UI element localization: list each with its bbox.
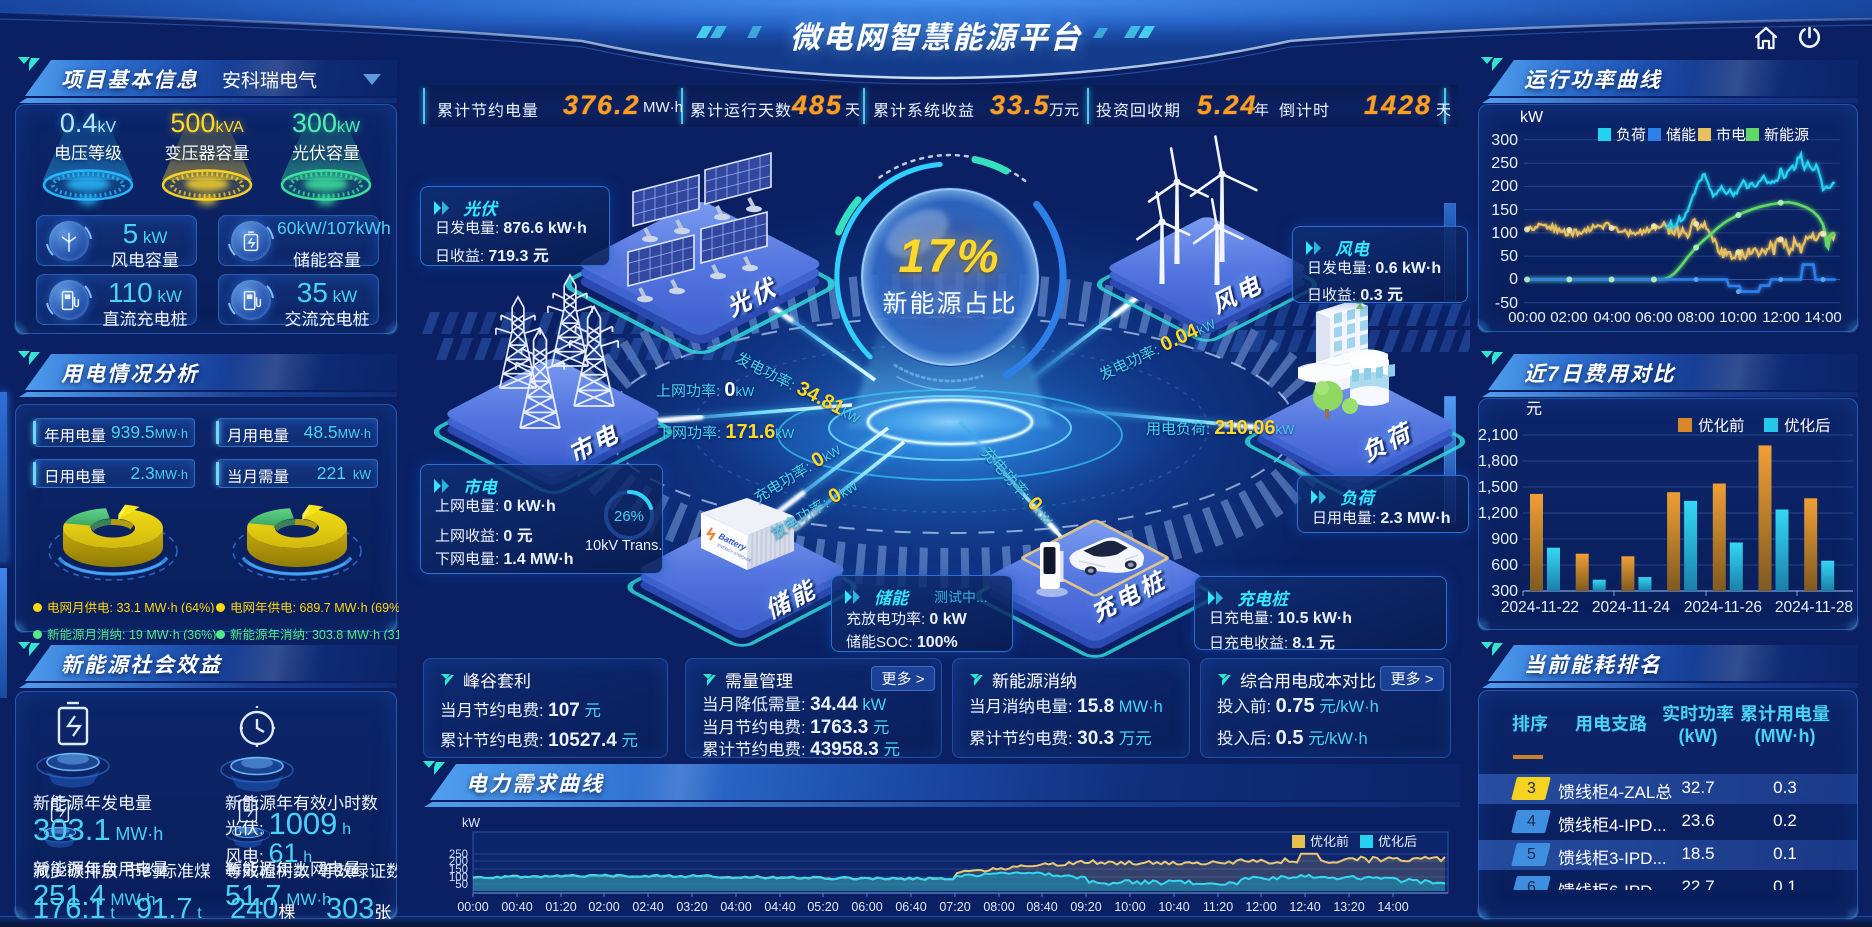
svg-text:04:00: 04:00 xyxy=(720,900,751,914)
svg-text:11:20: 11:20 xyxy=(1203,900,1233,914)
svg-text:50: 50 xyxy=(455,879,468,891)
svg-text:900: 900 xyxy=(1491,531,1518,548)
svg-text:12:40: 12:40 xyxy=(1289,900,1320,914)
svg-text:2024-11-26: 2024-11-26 xyxy=(1684,599,1762,616)
svg-text:00:00: 00:00 xyxy=(1508,309,1546,326)
svg-text:负荷: 负荷 xyxy=(1616,127,1646,144)
svg-text:1,800: 1,800 xyxy=(1478,453,1518,470)
svg-text:250: 250 xyxy=(449,849,468,861)
svg-text:50: 50 xyxy=(1500,248,1518,265)
svg-text:12:00: 12:00 xyxy=(1245,900,1276,914)
svg-text:00:00: 00:00 xyxy=(457,900,488,914)
svg-text:06:00: 06:00 xyxy=(851,900,882,914)
svg-text:2,100: 2,100 xyxy=(1478,427,1518,444)
svg-text:100: 100 xyxy=(1491,225,1518,242)
svg-text:10:00: 10:00 xyxy=(1719,309,1757,326)
svg-text:1,200: 1,200 xyxy=(1478,505,1518,522)
svg-text:08:40: 08:40 xyxy=(1026,900,1057,914)
svg-text:13:20: 13:20 xyxy=(1333,900,1364,914)
svg-text:05:20: 05:20 xyxy=(807,900,838,914)
svg-text:市电: 市电 xyxy=(1716,127,1746,144)
svg-text:10:40: 10:40 xyxy=(1158,900,1189,914)
svg-text:26%: 26% xyxy=(614,508,644,525)
svg-text:02:00: 02:00 xyxy=(1550,309,1588,326)
svg-text:03:20: 03:20 xyxy=(676,900,707,914)
svg-text:优化前: 优化前 xyxy=(1698,417,1745,435)
svg-text:07:20: 07:20 xyxy=(939,900,970,914)
svg-text:kW: kW xyxy=(1520,109,1544,126)
svg-text:300: 300 xyxy=(1491,583,1518,600)
svg-text:-50: -50 xyxy=(1495,295,1518,312)
svg-text:1,500: 1,500 xyxy=(1478,479,1518,496)
svg-text:0: 0 xyxy=(1509,271,1518,288)
svg-text:04:40: 04:40 xyxy=(764,900,795,914)
svg-text:优化后: 优化后 xyxy=(1784,417,1831,435)
svg-text:06:40: 06:40 xyxy=(895,900,926,914)
svg-text:600: 600 xyxy=(1491,557,1518,574)
svg-text:00:40: 00:40 xyxy=(501,900,532,914)
svg-text:14:00: 14:00 xyxy=(1377,900,1408,914)
svg-text:08:00: 08:00 xyxy=(983,900,1014,914)
svg-text:09:20: 09:20 xyxy=(1070,900,1101,914)
svg-text:300: 300 xyxy=(1491,132,1518,149)
svg-text:10:00: 10:00 xyxy=(1114,900,1145,914)
svg-text:200: 200 xyxy=(449,856,468,868)
svg-text:02:40: 02:40 xyxy=(632,900,663,914)
svg-text:250: 250 xyxy=(1491,155,1518,172)
svg-text:06:00: 06:00 xyxy=(1635,309,1673,326)
svg-text:01:20: 01:20 xyxy=(545,900,576,914)
svg-text:14:00: 14:00 xyxy=(1804,309,1842,326)
svg-text:08:00: 08:00 xyxy=(1677,309,1715,326)
svg-text:优化前: 优化前 xyxy=(1310,834,1349,849)
svg-text:12:00: 12:00 xyxy=(1762,309,1800,326)
svg-text:04:00: 04:00 xyxy=(1593,309,1631,326)
svg-text:02:00: 02:00 xyxy=(588,900,619,914)
svg-text:2024-11-24: 2024-11-24 xyxy=(1592,599,1671,616)
svg-text:150: 150 xyxy=(1491,202,1518,219)
svg-text:元: 元 xyxy=(1526,401,1542,418)
svg-text:2024-11-22: 2024-11-22 xyxy=(1501,599,1579,616)
svg-text:优化后: 优化后 xyxy=(1378,834,1417,849)
svg-text:新能源: 新能源 xyxy=(1764,127,1809,144)
svg-text:100: 100 xyxy=(449,872,468,884)
svg-text:kW: kW xyxy=(462,816,480,830)
svg-text:200: 200 xyxy=(1491,178,1518,195)
svg-text:150: 150 xyxy=(449,864,468,876)
svg-text:储能: 储能 xyxy=(1666,127,1696,144)
svg-text:2024-11-28: 2024-11-28 xyxy=(1775,599,1853,616)
